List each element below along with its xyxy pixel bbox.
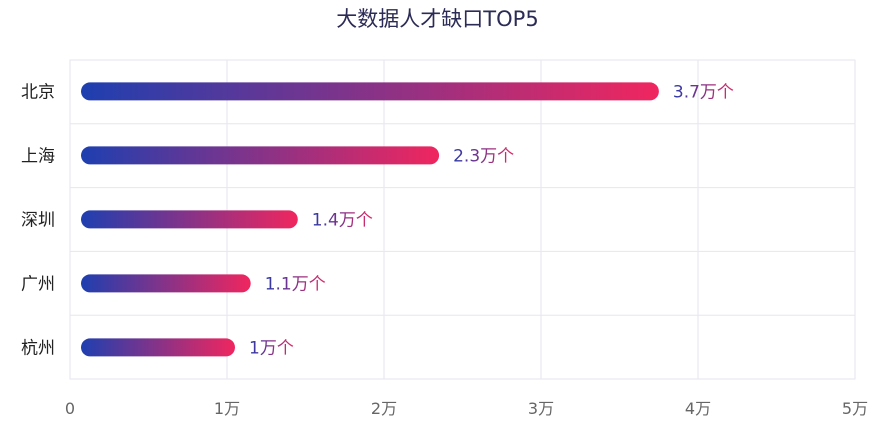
bar [81,146,440,165]
category-label: 广州 [21,274,55,294]
bar [81,210,298,229]
category-label: 上海 [21,146,55,166]
data-label: 1.1万个 [265,274,326,294]
category-label: 深圳 [21,210,55,230]
bar [81,338,235,357]
chart-title: 大数据人才缺口TOP5 [336,7,539,31]
category-label: 北京 [21,82,55,102]
x-tick-label: 4万 [685,399,711,418]
plot-frame [69,59,856,380]
bar [81,82,659,101]
x-tick-label: 5万 [842,399,868,418]
data-label: 1.4万个 [312,210,373,230]
category-label: 杭州 [21,338,55,358]
data-label: 2.3万个 [453,146,514,166]
x-tick-label: 2万 [371,399,397,418]
x-tick-label: 1万 [214,399,240,418]
x-tick-label: 0 [65,399,75,418]
x-tick-label: 3万 [528,399,554,418]
grid [69,59,856,380]
bar [81,274,251,293]
data-label: 3.7万个 [673,82,734,102]
data-label: 1万个 [249,338,294,358]
